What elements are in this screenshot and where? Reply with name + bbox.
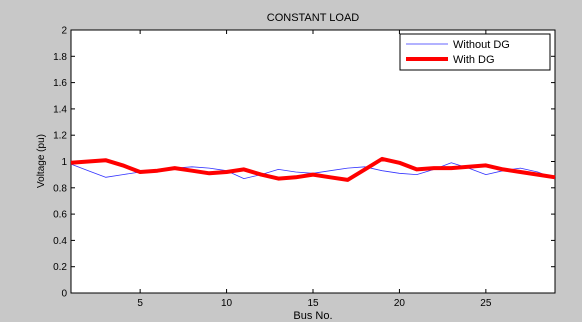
y-tick-label: 1.2 bbox=[53, 131, 67, 142]
legend-box bbox=[399, 33, 551, 71]
y-tick-label: 1.4 bbox=[53, 104, 67, 115]
x-tick-label: 20 bbox=[394, 298, 406, 309]
y-tick-label: 1.6 bbox=[53, 78, 67, 89]
x-tick-label: 10 bbox=[221, 298, 233, 309]
legend-label-with-dg: With DG bbox=[453, 54, 495, 66]
x-tick-label: 5 bbox=[137, 298, 143, 309]
x-tick-label: 15 bbox=[307, 298, 319, 309]
legend: Without DG With DG bbox=[399, 33, 551, 71]
y-tick-label: 0.8 bbox=[53, 183, 67, 194]
y-tick-label: 0.4 bbox=[53, 236, 67, 247]
y-axis-label: Voltage (pu) bbox=[36, 134, 47, 188]
chart-title: CONSTANT LOAD bbox=[267, 12, 360, 24]
y-tick-label: 2 bbox=[61, 26, 67, 37]
y-tick-label: 1 bbox=[61, 157, 67, 168]
legend-label-without-dg: Without DG bbox=[453, 39, 510, 51]
y-tick-label: 1.8 bbox=[53, 52, 67, 63]
x-axis-label: Bus No. bbox=[293, 310, 332, 322]
y-tick-label: 0.2 bbox=[53, 262, 67, 273]
x-axis: 5 10 15 20 25 bbox=[137, 30, 492, 309]
y-tick-label: 0 bbox=[61, 289, 67, 300]
x-tick-label: 25 bbox=[480, 298, 492, 309]
plot-area bbox=[70, 29, 556, 294]
series-line-with-dg bbox=[70, 156, 556, 182]
y-axis: 0 0.2 0.4 0.6 0.8 1 1.2 1.4 1.6 1.8 2 bbox=[53, 26, 555, 300]
y-tick-label: 0.6 bbox=[53, 210, 67, 221]
series-lines bbox=[70, 156, 556, 182]
